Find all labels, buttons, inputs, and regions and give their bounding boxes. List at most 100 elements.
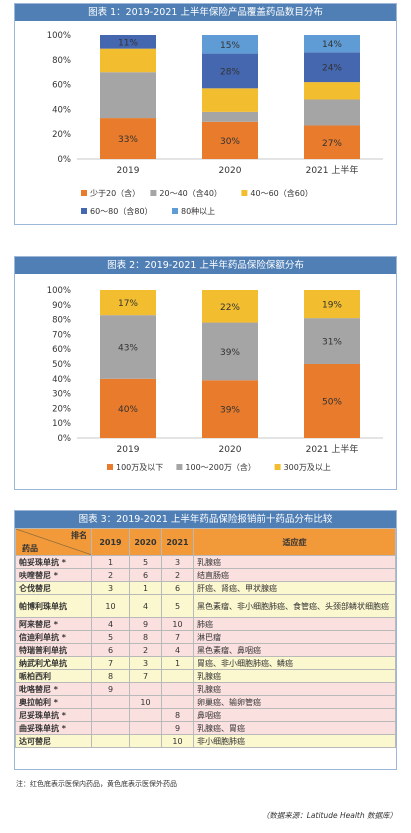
bar-segment — [304, 99, 360, 126]
table-row: 曲妥珠单抗 * 9 乳腺癌、胃癌 — [15, 721, 396, 735]
cell-y2019: 1 — [91, 555, 130, 569]
cell-y2021: 2 — [161, 568, 194, 582]
legend-label: 80种以上 — [181, 206, 215, 216]
data-label: 31% — [322, 338, 342, 348]
y-tick-label: 60% — [52, 81, 71, 91]
data-label: 22% — [220, 303, 240, 313]
chart1-title: 图表 1：2019-2021 上半年保险产品覆盖药品数目分布 — [15, 4, 396, 21]
data-label: 39% — [220, 348, 240, 358]
cell-y2020 — [129, 708, 162, 722]
data-source: （数据来源：Latitude Health 数据库） — [261, 811, 397, 820]
header-diagonal-line — [16, 529, 91, 555]
cell-indication: 非小细胞肺癌 — [193, 734, 396, 748]
header-drug-label: 药品 — [22, 544, 38, 553]
cell-y2021: 3 — [161, 555, 194, 569]
table-note: 注：红色底表示医保内药品，黄色底表示医保外药品 — [16, 780, 177, 788]
cell-y2019 — [91, 695, 130, 709]
cell-indication: 胃癌、非小细胞肺癌、鳞癌 — [193, 656, 396, 670]
bar-segment — [100, 290, 156, 316]
chart1-svg: 0% 20% 40% 60% 80% 100% 33% 11% 2019 30% 28% 15% 202… — [47, 31, 383, 216]
cell-y2021: 10 — [161, 617, 194, 631]
cell-y2019: 8 — [91, 669, 130, 683]
legend-swatch — [274, 464, 281, 470]
cell-drug: 特瑞普利单抗 — [15, 643, 92, 657]
y-tick-label: 100% — [47, 286, 71, 296]
cell-y2021: 8 — [161, 708, 194, 722]
cell-y2020: 10 — [129, 695, 162, 709]
legend-label: 60～80（含80） — [90, 206, 153, 216]
table-row: 呋喹替尼 * 2 6 2 结直肠癌 — [15, 568, 396, 582]
cell-indication: 卵巢癌、输卵管癌 — [193, 695, 396, 709]
x-tick-label: 2019 — [117, 445, 140, 455]
header-year-2020: 2020 — [129, 528, 162, 556]
header-year-2019: 2019 — [91, 528, 130, 556]
y-tick-label: 60% — [52, 345, 71, 355]
y-tick-label: 20% — [52, 404, 71, 414]
cell-indication: 乳腺癌 — [193, 682, 396, 696]
table-row: 帕博利珠单抗 10 4 5 黑色素瘤、非小细胞肺癌、食管癌、头颈部鳞状细胞癌 — [15, 594, 396, 618]
bar-segment — [100, 118, 156, 159]
bar-segment — [304, 82, 360, 100]
cell-y2019 — [91, 708, 130, 722]
bar-segment — [100, 72, 156, 119]
legend-swatch — [241, 190, 248, 196]
data-label: 11% — [118, 38, 138, 48]
header-year-2021: 2021 — [161, 528, 194, 556]
cell-y2020 — [129, 721, 162, 735]
cell-drug: 帕博利珠单抗 — [15, 594, 92, 618]
cell-indication: 黑色素瘤、鼻咽癌 — [193, 643, 396, 657]
cell-drug: 信迪利单抗 * — [15, 630, 92, 644]
cell-y2020 — [129, 734, 162, 748]
cell-y2020: 2 — [129, 643, 162, 657]
cell-drug: 吡咯替尼 * — [15, 682, 92, 696]
data-label: 33% — [118, 135, 138, 145]
bar-segment — [304, 290, 360, 319]
data-label: 40% — [118, 405, 138, 415]
bar-segment — [304, 125, 360, 159]
x-tick-label: 2020 — [219, 166, 242, 176]
y-tick-label: 80% — [52, 316, 71, 326]
cell-drug: 达可替尼 — [15, 734, 92, 748]
legend-label: 100万及以下 — [116, 463, 163, 472]
x-tick-label: 2021 上半年 — [306, 164, 359, 176]
cell-indication: 肝癌、肾癌、甲状腺癌 — [193, 581, 396, 595]
bar-segment — [304, 52, 360, 83]
y-tick-label: 10% — [52, 419, 71, 429]
x-tick-label: 2021 上半年 — [306, 443, 359, 455]
legend-label: 40～60（含60） — [250, 188, 313, 198]
chart1-panel: 图表 1：2019-2021 上半年保险产品覆盖药品数目分布 0% 20% 40% 6… — [14, 3, 397, 225]
bar-segment — [304, 35, 360, 53]
header-drug-rank-cell: 排名 药品 — [15, 528, 92, 556]
bar-segment — [100, 48, 156, 73]
table-row: 吡咯替尼 * 9 乳腺癌 — [15, 682, 396, 696]
cell-y2021 — [161, 682, 194, 696]
cell-y2019: 6 — [91, 643, 130, 657]
bar-segment — [202, 290, 258, 323]
y-tick-label: 90% — [52, 301, 71, 311]
table-row: 哌柏西利 8 7 乳腺癌 — [15, 669, 396, 683]
cell-y2021 — [161, 669, 194, 683]
bar-segment — [100, 315, 156, 379]
table-row: 帕妥珠单抗 * 1 5 3 乳腺癌 — [15, 555, 396, 569]
data-label: 30% — [220, 137, 240, 147]
cell-drug: 仑伐替尼 — [15, 581, 92, 595]
cell-indication: 淋巴瘤 — [193, 630, 396, 644]
drug-ranking-table: 排名 药品 2019 2020 2021 适应症 帕妥珠单抗 * 1 5 3 乳腺癌 呋喹… — [15, 528, 396, 748]
cell-y2021: 10 — [161, 734, 194, 748]
bar-segment — [202, 121, 258, 159]
cell-indication: 结直肠癌 — [193, 568, 396, 582]
table-row: 阿来替尼 * 4 9 10 肺癌 — [15, 617, 396, 631]
cell-y2019: 7 — [91, 656, 130, 670]
bar-segment — [202, 53, 258, 89]
cell-indication: 肺癌 — [193, 617, 396, 631]
cell-y2021: 6 — [161, 581, 194, 595]
data-label: 39% — [220, 406, 240, 416]
cell-drug: 呋喹替尼 * — [15, 568, 92, 582]
bar-segment — [202, 322, 258, 381]
cell-y2019: 2 — [91, 568, 130, 582]
legend-label: 300万及以上 — [284, 463, 331, 472]
data-label: 50% — [322, 398, 342, 408]
cell-y2021: 1 — [161, 656, 194, 670]
chart2-panel: 图表 2：2019-2021 上半年药品保险保额分布 0% 10% 20% 30% 40… — [14, 256, 397, 490]
cell-y2020: 5 — [129, 555, 162, 569]
